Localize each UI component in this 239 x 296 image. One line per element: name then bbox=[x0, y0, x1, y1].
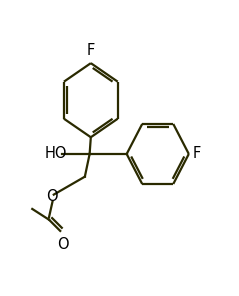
Text: O: O bbox=[58, 237, 69, 252]
Text: O: O bbox=[47, 189, 58, 205]
Text: F: F bbox=[87, 43, 95, 58]
Text: HO: HO bbox=[44, 147, 67, 162]
Text: F: F bbox=[193, 147, 201, 162]
